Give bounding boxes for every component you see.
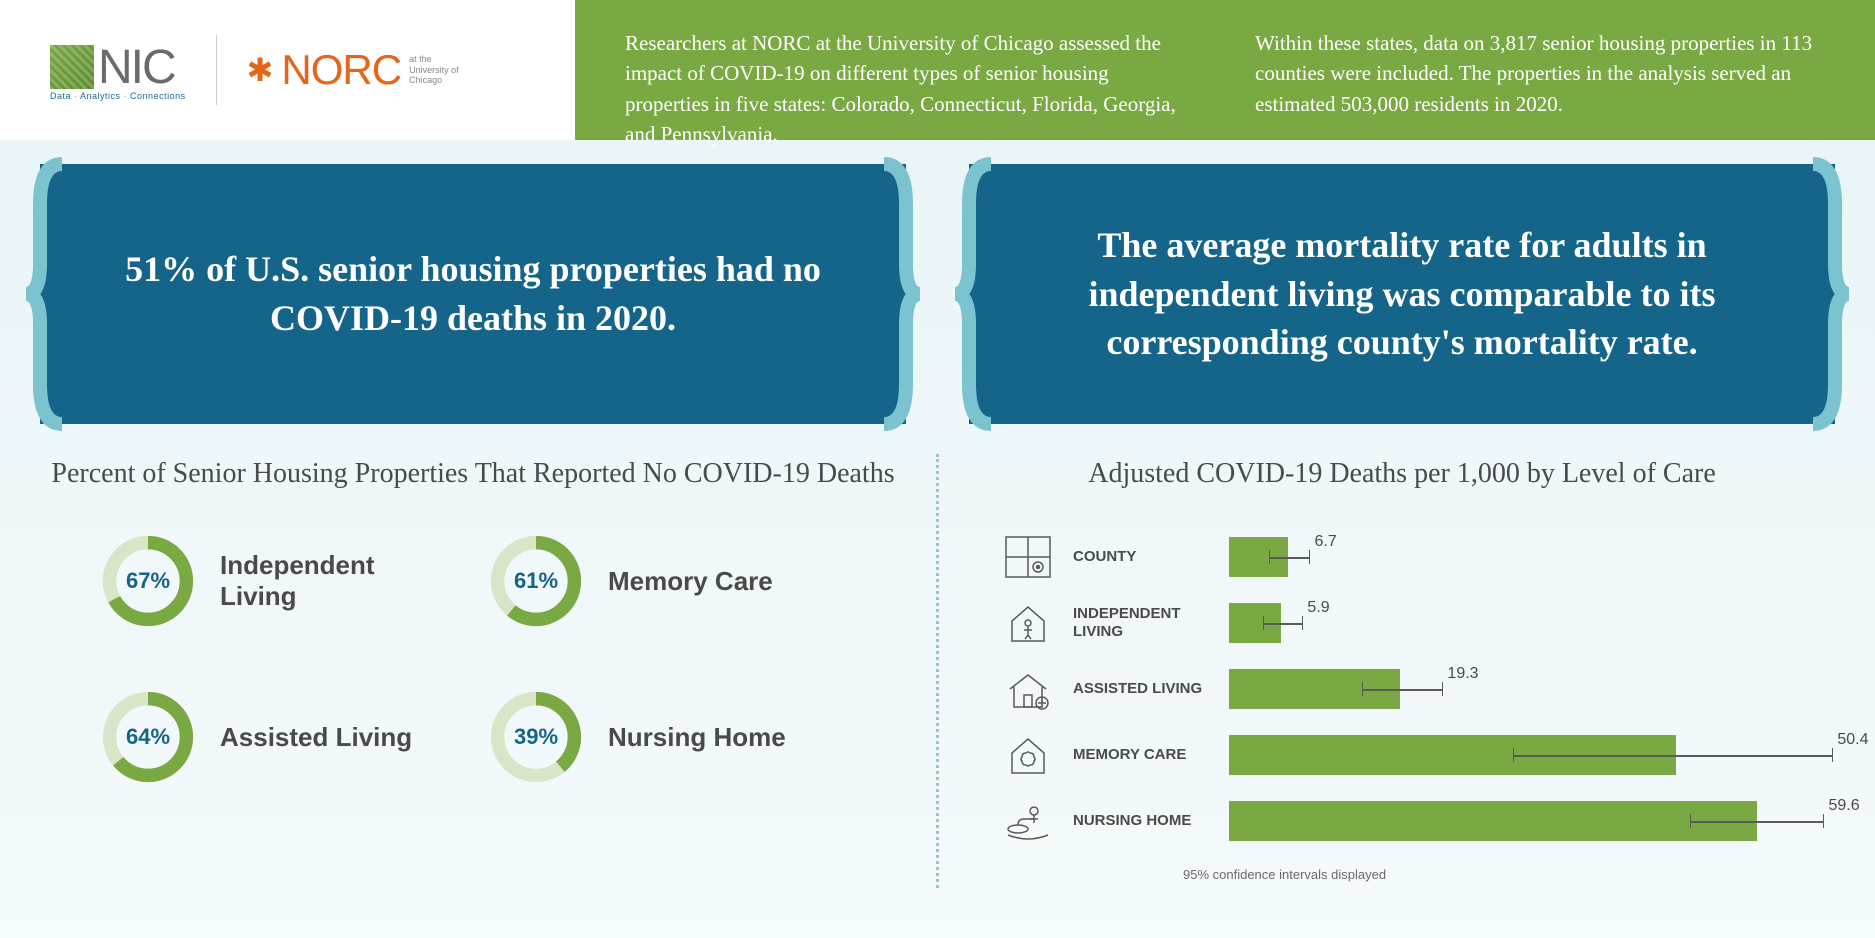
vertical-divider	[936, 454, 939, 888]
donut-name: Independent Living	[220, 550, 458, 612]
county-icon	[999, 533, 1057, 581]
bar-fill	[1229, 801, 1757, 841]
norc-logo-text: NORC	[281, 46, 401, 94]
bar-chart: COUNTY 6.7 INDEPENDENT LIVING 5.9 ASSIST…	[969, 533, 1835, 863]
bar-row: INDEPENDENT LIVING 5.9	[999, 599, 1805, 647]
bar-track: 19.3	[1229, 669, 1805, 709]
donut-name: Nursing Home	[608, 722, 786, 753]
bar-value: 5.9	[1307, 599, 1329, 617]
right-column: The average mortality rate for adults in…	[969, 164, 1835, 918]
donut-percent: 64%	[100, 689, 196, 785]
bar-category: NURSING HOME	[1073, 812, 1213, 830]
donut-item: 39% Nursing Home	[488, 689, 846, 785]
nic-logo-icon	[50, 45, 94, 89]
donut-item: 61% Memory Care	[488, 533, 846, 629]
norc-star-icon: ✱	[247, 51, 274, 89]
nic-tagline: Data · Analytics · Connections	[50, 91, 186, 101]
nic-logo-text: NIC	[98, 40, 175, 95]
chart-footnote: 95% confidence intervals displayed	[1183, 867, 1835, 882]
donut-percent: 67%	[100, 533, 196, 629]
donut-chart: 61%	[488, 533, 584, 629]
right-section-title: Adjusted COVID-19 Deaths per 1,000 by Le…	[969, 454, 1835, 493]
donut-name: Assisted Living	[220, 722, 412, 753]
bar-track: 50.4	[1229, 735, 1805, 775]
bar-value: 59.6	[1828, 797, 1859, 815]
bar-value: 19.3	[1447, 665, 1478, 683]
error-bar	[1263, 623, 1302, 625]
bracket-left-icon	[951, 154, 1001, 434]
memory-icon	[999, 731, 1057, 779]
donut-chart: 39%	[488, 689, 584, 785]
header: NIC Data · Analytics · Connections ✱ NOR…	[0, 0, 1875, 140]
bar-value: 6.7	[1315, 533, 1337, 551]
bar-value: 50.4	[1837, 731, 1868, 749]
bar-row: NURSING HOME 59.6	[999, 797, 1805, 845]
error-bar	[1362, 689, 1442, 691]
norc-subtext: at the University of Chicago	[409, 54, 459, 86]
bracket-left-icon	[22, 154, 72, 434]
error-bar	[1690, 821, 1823, 823]
donut-chart: 64%	[100, 689, 196, 785]
nursing-icon	[999, 797, 1057, 845]
bar-track: 59.6	[1229, 801, 1805, 841]
left-callout: 51% of U.S. senior housing properties ha…	[40, 164, 906, 424]
donut-grid: 67% Independent Living 61% Memory Care 6…	[40, 533, 906, 785]
bar-category: ASSISTED LIVING	[1073, 680, 1213, 698]
nic-logo: NIC Data · Analytics · Connections	[50, 40, 186, 101]
donut-name: Memory Care	[608, 566, 773, 597]
error-bar	[1269, 557, 1309, 559]
donut-item: 64% Assisted Living	[100, 689, 458, 785]
norc-logo: ✱ NORC at the University of Chicago	[247, 46, 459, 94]
bar-category: COUNTY	[1073, 548, 1213, 566]
bar-track: 5.9	[1229, 603, 1805, 643]
bracket-right-icon	[874, 154, 924, 434]
bar-row: COUNTY 6.7	[999, 533, 1805, 581]
intro-text-right: Within these states, data on 3,817 senio…	[1255, 28, 1825, 112]
left-column: 51% of U.S. senior housing properties ha…	[40, 164, 906, 918]
bar-track: 6.7	[1229, 537, 1805, 577]
bracket-right-icon	[1803, 154, 1853, 434]
error-bar	[1513, 755, 1832, 757]
donut-chart: 67%	[100, 533, 196, 629]
donut-percent: 61%	[488, 533, 584, 629]
bar-category: INDEPENDENT LIVING	[1073, 605, 1213, 641]
donut-percent: 39%	[488, 689, 584, 785]
donut-item: 67% Independent Living	[100, 533, 458, 629]
right-callout: The average mortality rate for adults in…	[969, 164, 1835, 424]
assist-icon	[999, 665, 1057, 713]
logo-panel: NIC Data · Analytics · Connections ✱ NOR…	[0, 0, 575, 140]
bar-row: ASSISTED LIVING 19.3	[999, 665, 1805, 713]
intro-panel: Researchers at NORC at the University of…	[575, 0, 1875, 140]
bar-row: MEMORY CARE 50.4	[999, 731, 1805, 779]
intro-text-left: Researchers at NORC at the University of…	[625, 28, 1195, 112]
bar-category: MEMORY CARE	[1073, 746, 1213, 764]
indep-icon	[999, 599, 1057, 647]
left-section-title: Percent of Senior Housing Properties Tha…	[40, 454, 906, 493]
logo-divider	[216, 35, 217, 105]
